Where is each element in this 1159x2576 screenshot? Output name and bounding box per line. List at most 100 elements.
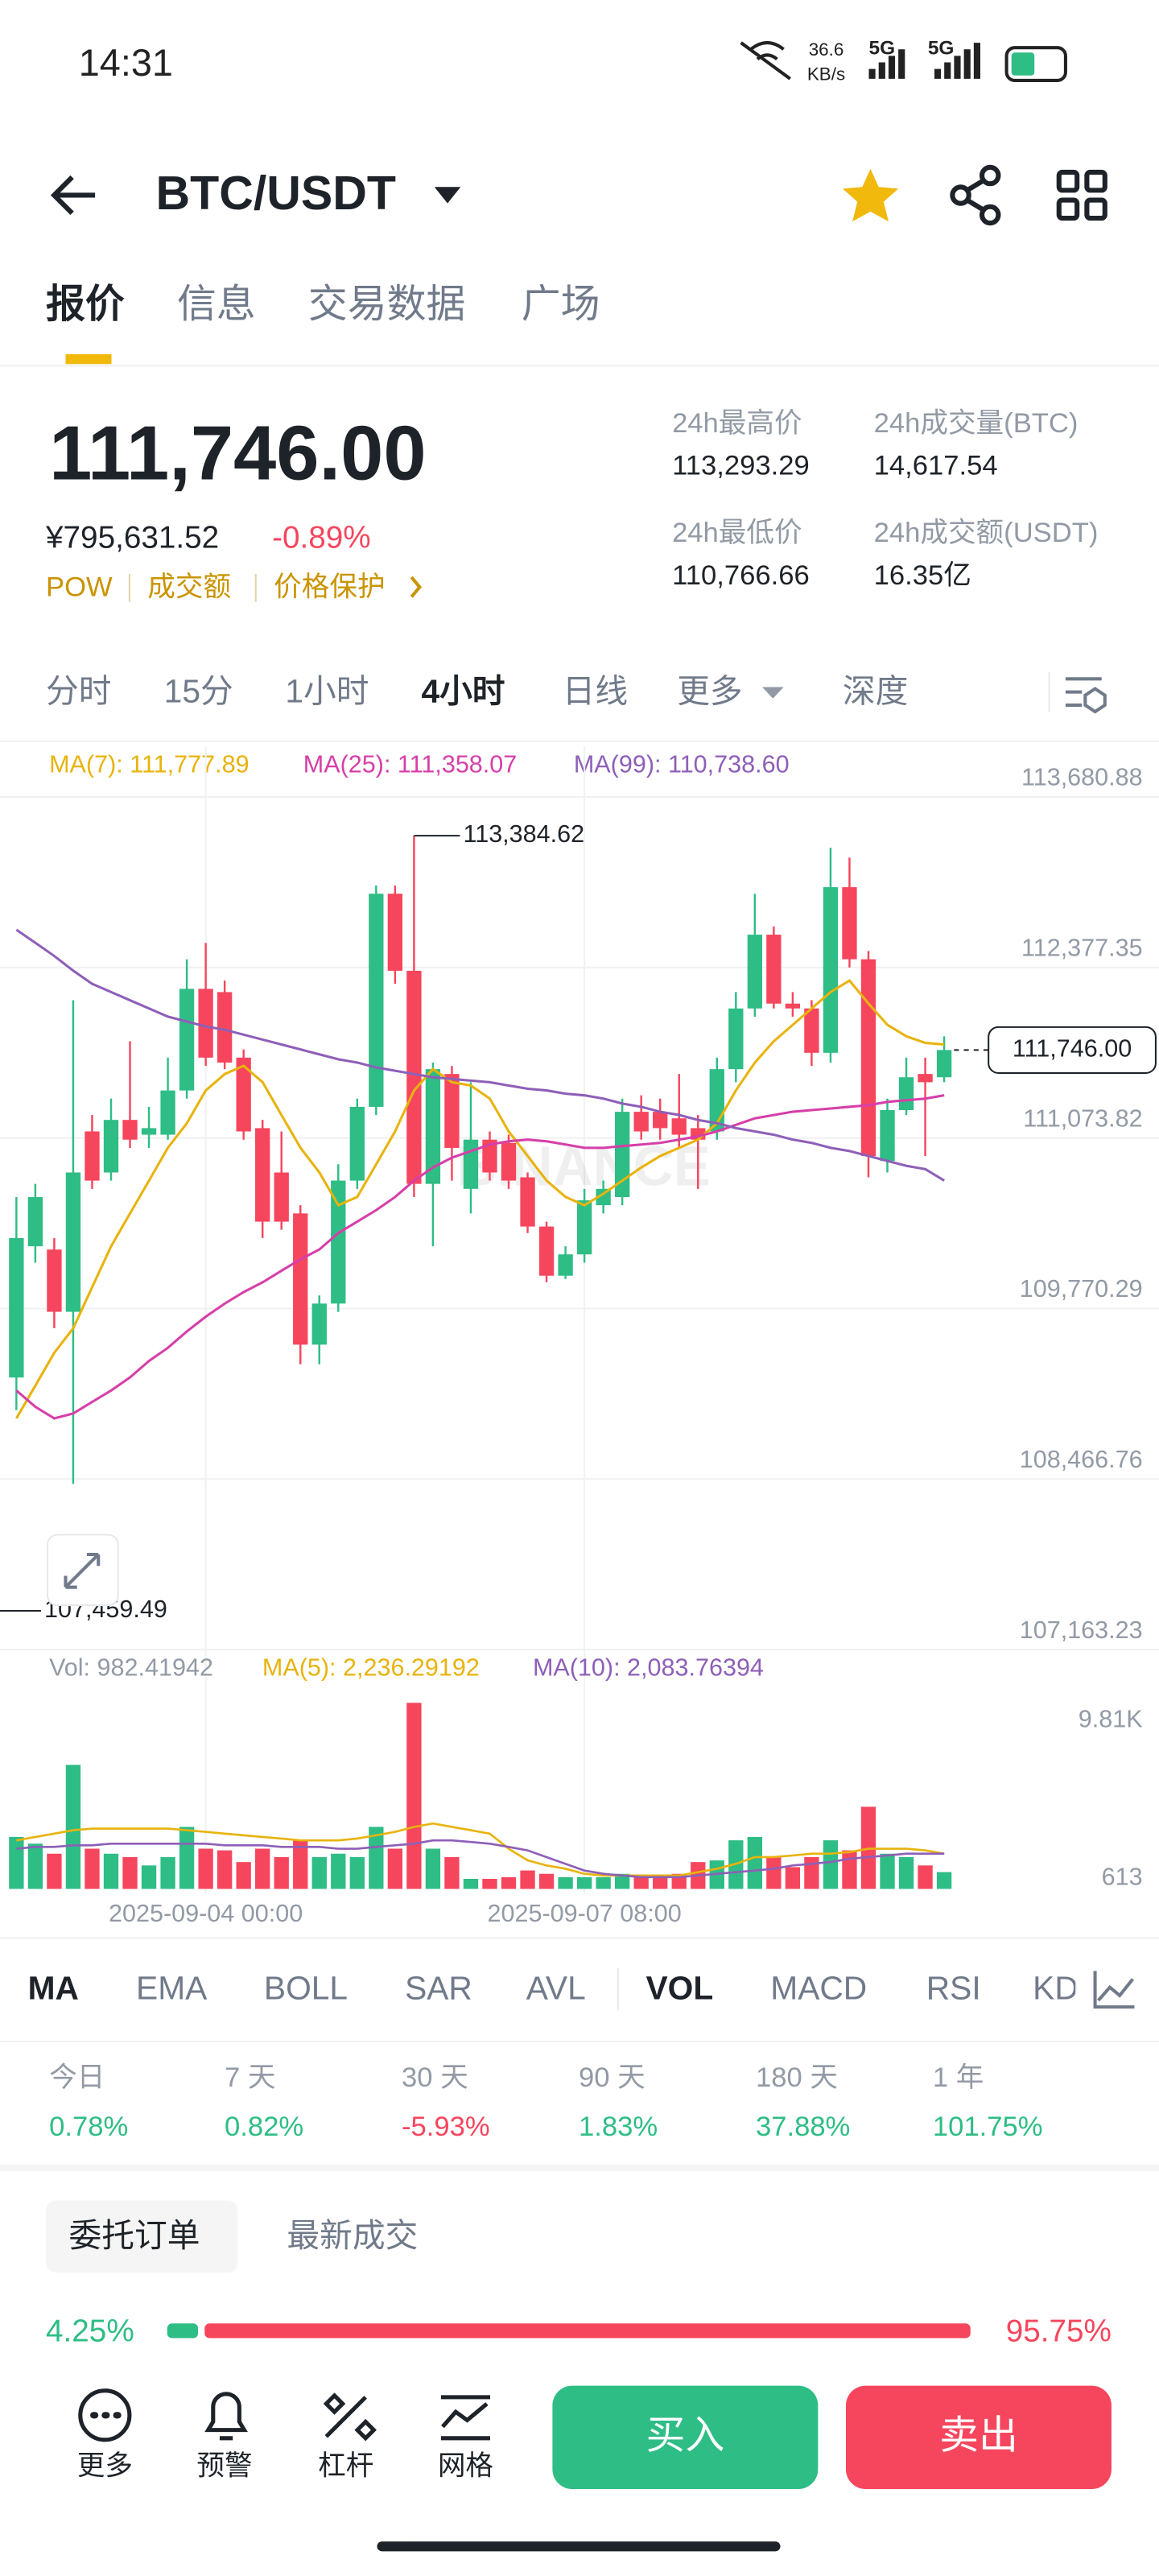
more-icon[interactable] <box>78 2388 132 2442</box>
volume-bar <box>538 1873 555 1889</box>
candle-body <box>179 989 195 1091</box>
price-cny: ¥795,631.52 <box>45 520 219 555</box>
indicator-tab[interactable]: MACD <box>770 1970 867 2007</box>
volume-bar <box>65 1765 81 1889</box>
candle-body <box>425 1069 441 1184</box>
sell-button[interactable] <box>845 2385 1112 2489</box>
layout-button[interactable] <box>1056 169 1107 221</box>
stat-value: 110,766.66 <box>672 560 810 591</box>
indicator-tab[interactable]: BOLL <box>264 1970 348 2007</box>
interval-tab[interactable]: 深度 <box>843 672 908 709</box>
stat-value: 113,293.29 <box>672 451 810 481</box>
symbol-caret[interactable] <box>434 187 461 204</box>
tab[interactable]: 交易数据 <box>308 283 466 326</box>
indicator-tab[interactable]: EMA <box>136 1970 208 2007</box>
grid-icon[interactable] <box>440 2395 490 2441</box>
candle-body <box>880 1109 895 1162</box>
interval-tab[interactable]: 4小时 <box>421 672 505 709</box>
candle-body <box>898 1077 914 1110</box>
volume-bar <box>520 1870 535 1889</box>
volume-bar <box>842 1850 857 1889</box>
buy-button[interactable] <box>552 2385 819 2489</box>
share-button[interactable] <box>950 164 1001 226</box>
candle-body <box>785 1003 801 1009</box>
indicator-tab[interactable]: SAR <box>405 1970 472 2007</box>
battery-icon <box>1004 46 1067 82</box>
back-button[interactable] <box>50 175 96 216</box>
indicator-settings[interactable] <box>1093 1971 1135 2009</box>
volume-bar <box>47 1853 62 1889</box>
candle-body <box>255 1128 270 1222</box>
ma-legend: MA(25): 111,358.07 <box>303 750 517 778</box>
volume-legend: Vol: 982.41942 <box>49 1654 213 1682</box>
volume-bar <box>501 1876 517 1889</box>
order-tab[interactable]: 委托订单 <box>69 2217 200 2254</box>
indicator-tab[interactable]: KD <box>1033 1970 1079 2007</box>
indicator-tab[interactable]: VOL <box>645 1970 713 2007</box>
stat-value: 14,617.54 <box>874 451 998 481</box>
performance-label: 30 天 <box>402 2062 468 2093</box>
interval-tab[interactable]: 15分 <box>164 672 233 709</box>
tag[interactable]: 成交额 <box>147 572 231 602</box>
volume-ma-line <box>16 1839 945 1879</box>
indicator-tab[interactable]: MA <box>28 1970 79 2007</box>
volume-bar <box>596 1876 611 1889</box>
kline-chart: MA(7): 111,777.89 MA(25): 111,358.07 MA(99… <box>0 745 1159 1927</box>
more-caret <box>762 687 784 699</box>
nav-label[interactable]: 杠杆 <box>318 2451 373 2482</box>
ma-legend: MA(7): 111,777.89 <box>49 750 249 778</box>
favorite-star[interactable] <box>842 168 899 222</box>
candle-body <box>558 1254 573 1276</box>
candle-body <box>520 1177 535 1227</box>
indicator-tab[interactable]: RSI <box>926 1970 981 2007</box>
last-price-label: 111,746.00 <box>1013 1034 1132 1062</box>
volume-bar <box>27 1843 43 1889</box>
chart-settings[interactable] <box>1065 677 1107 714</box>
y-tick-label: 112,377.35 <box>1021 934 1143 961</box>
candle-body <box>369 894 384 1107</box>
candle-body <box>103 1120 119 1173</box>
expand-button[interactable] <box>47 1534 119 1607</box>
margin-icon[interactable] <box>323 2392 377 2442</box>
tab[interactable]: 报价 <box>46 283 125 326</box>
nav-label[interactable]: 预警 <box>196 2451 252 2482</box>
interval-tab[interactable]: 更多 <box>677 672 742 709</box>
tab[interactable]: 广场 <box>522 283 600 326</box>
interval-tab[interactable]: 日线 <box>563 672 628 709</box>
tab[interactable]: 信息 <box>177 283 256 326</box>
order-tab[interactable]: 最新成交 <box>287 2217 418 2254</box>
candle-body <box>747 935 762 1009</box>
alert-icon[interactable] <box>204 2392 248 2441</box>
volume-bar <box>9 1836 24 1889</box>
volume-bar <box>576 1876 592 1889</box>
volume-bar <box>558 1876 573 1889</box>
indicator-tab[interactable]: AVL <box>526 1970 586 2007</box>
interval-tab[interactable]: 分时 <box>46 672 111 709</box>
nav-label[interactable]: 更多 <box>77 2451 133 2482</box>
volume-tick-label: 613 <box>1102 1863 1143 1890</box>
buy-label[interactable]: 买入 <box>645 2414 724 2458</box>
volume-ma-line <box>16 1822 945 1877</box>
interval-tab[interactable]: 1小时 <box>285 672 369 709</box>
candle-body <box>141 1128 157 1135</box>
nav-label[interactable]: 网格 <box>438 2451 493 2482</box>
candle-body <box>918 1074 933 1083</box>
candle-body <box>596 1188 611 1206</box>
candle-body <box>728 1008 744 1070</box>
sell-label[interactable]: 卖出 <box>939 2414 1018 2458</box>
ma-line <box>15 979 945 1419</box>
x-tick-label: 2025-09-04 00:00 <box>109 1900 303 1927</box>
price-change: -0.89% <box>272 520 371 555</box>
stat-label: 24h最高价 <box>672 408 802 439</box>
tag[interactable]: POW <box>46 572 113 602</box>
section-gap <box>0 2164 1159 2171</box>
performance-value: 0.78% <box>49 2112 128 2142</box>
ratio-label: 4.25% <box>46 2314 134 2349</box>
volume-bar <box>274 1856 289 1889</box>
stat-label: 24h最低价 <box>672 518 802 548</box>
symbol-title[interactable]: BTC/USDT <box>155 167 396 220</box>
candle-body <box>65 1172 81 1312</box>
tag[interactable]: 价格保护 <box>274 572 385 602</box>
volume-legend: MA(5): 2,236.29192 <box>262 1654 480 1682</box>
